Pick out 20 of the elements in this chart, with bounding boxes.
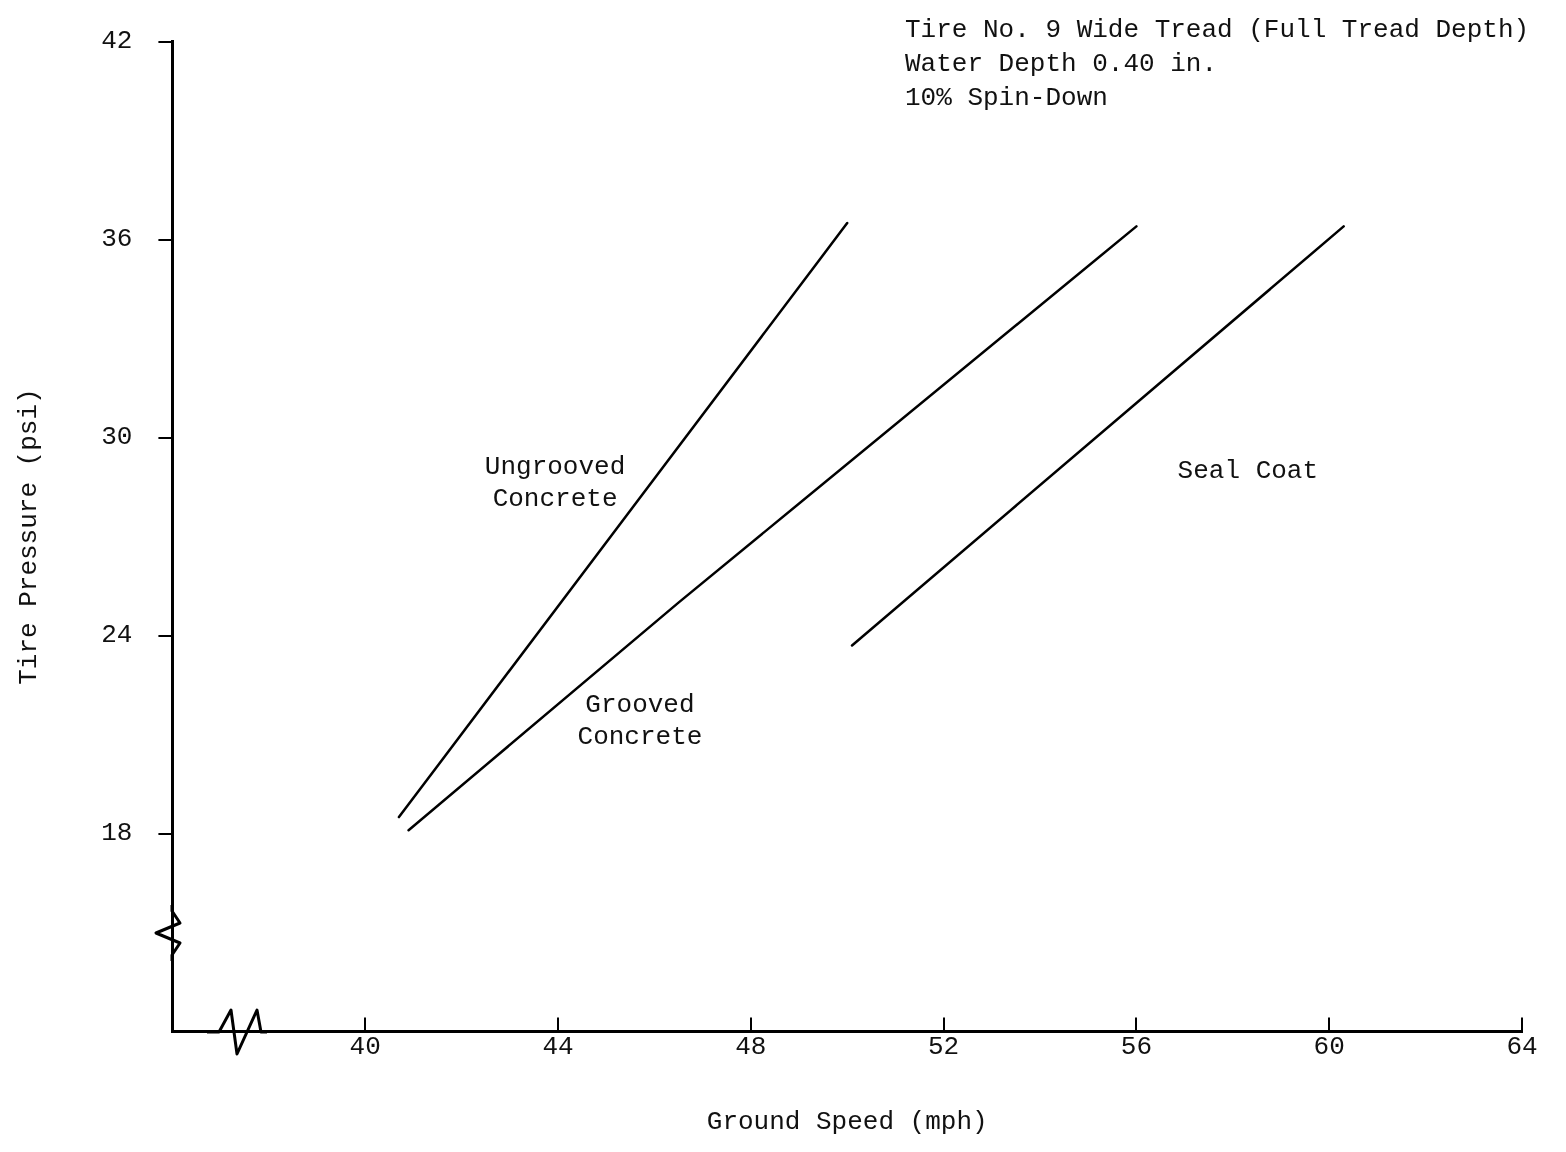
x-tick-label: 52 [927,1032,960,1063]
series-label: Grooved Concrete [577,690,703,753]
x-axis-title: Ground Speed (mph) [706,1107,988,1138]
text: Seal Coat [1177,455,1319,486]
x-tick-label: 40 [349,1032,381,1063]
x-tick-label: 48 [735,1032,767,1063]
series-label: Ungrooved Concrete [484,451,626,514]
y-tick-label: 42 [101,26,133,57]
x-tick-label: 44 [542,1032,574,1063]
annotation: 10% Spin-Down [905,82,1108,113]
y-tick-label: 36 [101,224,133,255]
x-tick-label: 60 [1313,1032,1345,1063]
y-tick-label: 18 [101,818,133,849]
y-tick-label: 24 [101,620,133,651]
y-tick-label: 30 [101,422,133,453]
annotation: Tire No. 9 Wide Tread (Full Tread Depth) [905,14,1530,45]
y-axis-title: Tire Pressure (psi) [14,388,45,685]
annotation: Water Depth 0.40 in. [905,48,1218,79]
x-tick-label: 56 [1120,1032,1153,1063]
x-tick-label: 64 [1506,1032,1538,1063]
